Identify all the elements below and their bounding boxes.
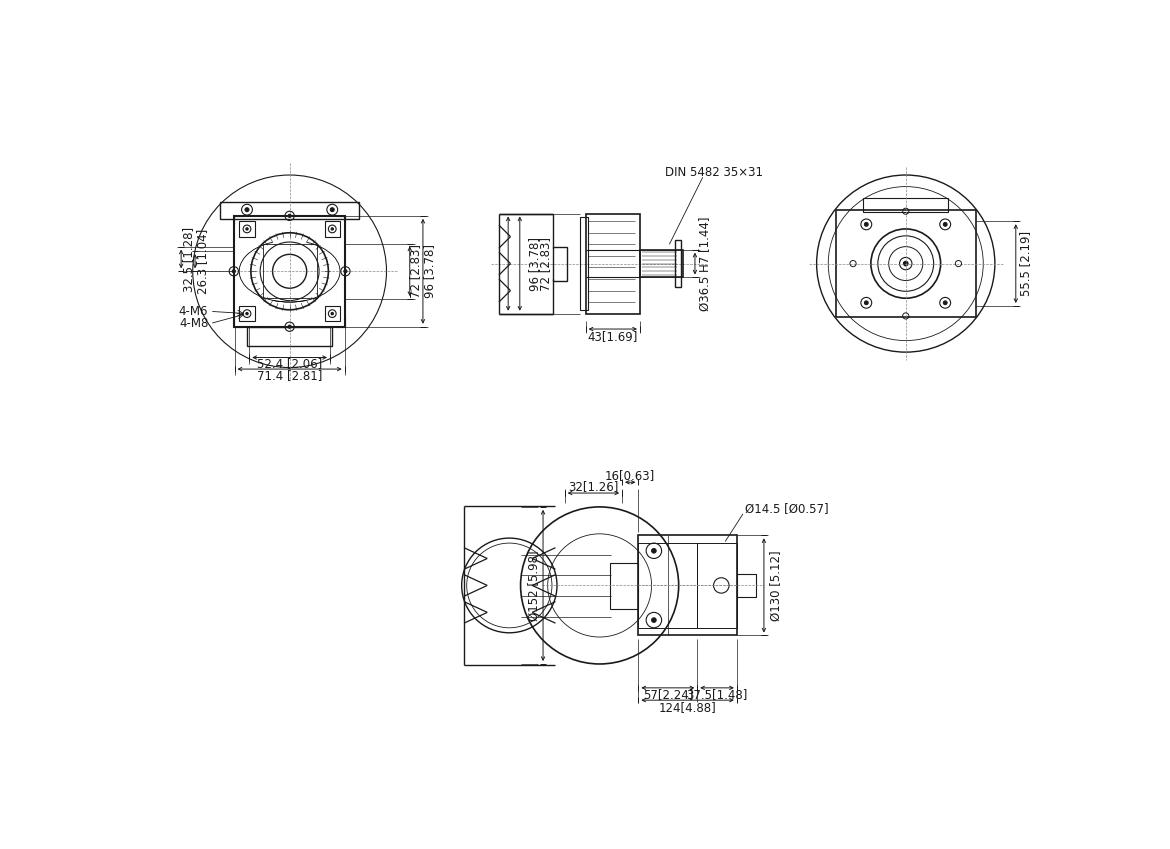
Circle shape [865, 301, 868, 305]
Text: 16[0.63]: 16[0.63] [605, 469, 655, 482]
Bar [639, 543, 697, 627]
Bar [837, 210, 976, 318]
Bar [234, 216, 345, 327]
Circle shape [331, 228, 333, 230]
Bar [324, 306, 340, 321]
Bar [863, 198, 949, 212]
Text: 72 [2.83]: 72 [2.83] [539, 237, 552, 290]
Bar [610, 563, 639, 609]
Circle shape [943, 301, 948, 305]
Circle shape [245, 208, 249, 211]
Text: DIN 5482 35×31: DIN 5482 35×31 [666, 166, 763, 179]
Text: 26.3 [1.04]: 26.3 [1.04] [195, 228, 208, 294]
Circle shape [246, 228, 248, 230]
Text: 32.5 [1.28]: 32.5 [1.28] [181, 227, 194, 291]
Text: 52.4 [2.06]: 52.4 [2.06] [257, 357, 322, 370]
Bar [697, 543, 737, 627]
Bar [580, 217, 589, 310]
Circle shape [233, 270, 235, 273]
Text: 4-M6: 4-M6 [179, 305, 208, 318]
Circle shape [652, 548, 656, 553]
Text: 57[2.24]: 57[2.24] [642, 689, 693, 701]
Bar [737, 574, 756, 597]
Text: Ø14.5 [Ø0.57]: Ø14.5 [Ø0.57] [744, 502, 828, 515]
Bar [553, 247, 567, 280]
Circle shape [943, 222, 948, 227]
Circle shape [288, 325, 291, 329]
Bar [324, 222, 340, 237]
Text: 43[1.69]: 43[1.69] [587, 330, 638, 343]
Circle shape [330, 208, 335, 211]
Text: 71.4 [2.81]: 71.4 [2.81] [257, 368, 322, 382]
Text: 124[4.88]: 124[4.88] [659, 700, 716, 714]
Circle shape [344, 270, 347, 273]
Bar [239, 222, 255, 237]
Bar [220, 202, 359, 219]
Bar [640, 250, 682, 278]
Circle shape [652, 618, 656, 622]
Bar [247, 327, 332, 346]
Text: 96 [3.78]: 96 [3.78] [528, 237, 541, 290]
Text: Ø36.5 H7 [1.44]: Ø36.5 H7 [1.44] [698, 216, 711, 311]
Bar [239, 306, 255, 321]
Text: 72 [2.83]: 72 [2.83] [410, 245, 422, 298]
Text: 37.5[1.48]: 37.5[1.48] [687, 689, 748, 701]
Bar [586, 214, 640, 313]
Circle shape [903, 261, 908, 266]
Circle shape [246, 312, 248, 315]
Text: 32[1.26]: 32[1.26] [569, 480, 619, 492]
Text: 96 [3.78]: 96 [3.78] [422, 245, 435, 298]
Text: Ø152 [5.98]: Ø152 [5.98] [528, 550, 541, 621]
Bar [675, 240, 681, 287]
Text: 55.5 [2.19]: 55.5 [2.19] [1019, 231, 1032, 296]
Text: Ø130 [5.12]: Ø130 [5.12] [769, 550, 782, 621]
Text: 4-M8: 4-M8 [179, 318, 208, 330]
Circle shape [865, 222, 868, 227]
Bar [639, 536, 737, 636]
Circle shape [288, 214, 291, 217]
Circle shape [331, 312, 333, 315]
